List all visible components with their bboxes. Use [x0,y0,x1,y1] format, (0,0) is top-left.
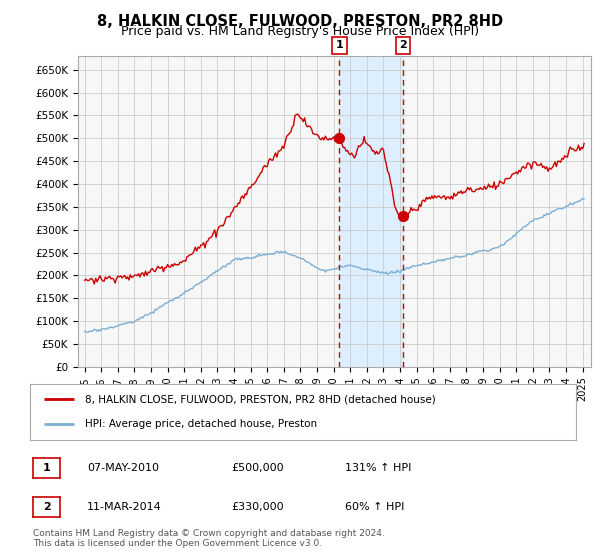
Text: 131% ↑ HPI: 131% ↑ HPI [345,463,412,473]
Text: £330,000: £330,000 [231,502,284,512]
Text: Price paid vs. HM Land Registry's House Price Index (HPI): Price paid vs. HM Land Registry's House … [121,25,479,38]
Text: 2: 2 [43,502,50,512]
Text: 60% ↑ HPI: 60% ↑ HPI [345,502,404,512]
Text: 11-MAR-2014: 11-MAR-2014 [87,502,162,512]
Text: 1: 1 [43,463,50,473]
Text: 1: 1 [335,40,343,50]
Text: £500,000: £500,000 [231,463,284,473]
Text: 2: 2 [400,40,407,50]
Point [398,212,408,221]
Point [335,134,344,143]
Text: 8, HALKIN CLOSE, FULWOOD, PRESTON, PR2 8HD: 8, HALKIN CLOSE, FULWOOD, PRESTON, PR2 8… [97,14,503,29]
Text: Contains HM Land Registry data © Crown copyright and database right 2024.
This d: Contains HM Land Registry data © Crown c… [33,529,385,548]
Text: HPI: Average price, detached house, Preston: HPI: Average price, detached house, Pres… [85,419,317,429]
Text: 8, HALKIN CLOSE, FULWOOD, PRESTON, PR2 8HD (detached house): 8, HALKIN CLOSE, FULWOOD, PRESTON, PR2 8… [85,394,436,404]
Text: 07-MAY-2010: 07-MAY-2010 [87,463,159,473]
Bar [340,56,403,367]
